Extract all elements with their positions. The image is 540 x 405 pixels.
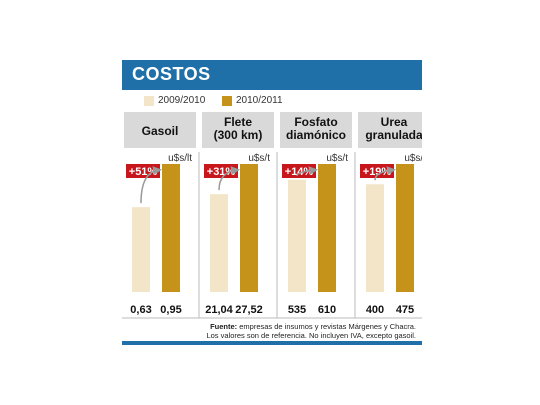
change-label-cat-2: +31% xyxy=(207,166,236,178)
change-badge-cat-2 xyxy=(204,164,238,178)
category-label-cat-4-line-2: granulada xyxy=(365,128,422,142)
source-label: Fuente: xyxy=(210,322,238,331)
chart-area: Gasoil u$s/lt +51% 0,63 0,95 Flete (300 km) u$s… xyxy=(122,112,430,345)
source-note: Los valores son de referencia. No incluy… xyxy=(206,331,416,340)
category-label-cat-2-line-2: (300 km) xyxy=(214,128,263,142)
bar-2009-2010-cat-1 xyxy=(132,207,150,292)
value-label-2009-2010-cat-1: 0,63 xyxy=(130,304,151,316)
unit-label-cat-4: u$s/t xyxy=(404,153,422,164)
value-label-2009-2010-cat-2: 21,04 xyxy=(205,304,233,316)
value-label-2009-2010-cat-3: 535 xyxy=(288,304,306,316)
increase-arrow-cat-1 xyxy=(140,166,162,204)
value-label-2010-2011-cat-3: 610 xyxy=(318,304,336,316)
change-label-cat-3: +14% xyxy=(285,166,314,178)
bar-2009-2010-cat-4 xyxy=(366,184,384,292)
chart-header: COSTOS xyxy=(122,60,422,90)
category-box-cat-4 xyxy=(358,112,430,148)
bar-2010-2011-cat-1 xyxy=(162,164,180,292)
category-label-cat-3-line-1: Fosfato xyxy=(294,115,337,129)
value-label-2010-2011-cat-2: 27,52 xyxy=(235,304,263,316)
increase-arrow-cat-2 xyxy=(218,166,240,191)
legend-label-2010-2011: 2010/2011 xyxy=(236,95,283,106)
increase-arrow-cat-3 xyxy=(296,166,318,176)
bar-2009-2010-cat-3 xyxy=(288,179,306,292)
increase-arrow-cat-4 xyxy=(374,166,396,181)
source-line: Fuente: empresas de insumos y revistas M… xyxy=(210,322,416,331)
category-label-cat-1-line-1: Gasoil xyxy=(142,124,179,138)
legend: 2009/2010 2010/2011 xyxy=(122,90,422,112)
category-box-cat-2 xyxy=(202,112,274,148)
change-label-cat-4: +19% xyxy=(363,166,392,178)
bar-2010-2011-cat-4 xyxy=(396,164,414,292)
legend-label-2009-2010: 2009/2010 xyxy=(158,95,206,106)
bar-2010-2011-cat-3 xyxy=(318,164,336,292)
category-box-cat-1 xyxy=(124,112,196,148)
change-badge-cat-1 xyxy=(126,164,160,178)
change-badge-cat-4 xyxy=(360,164,394,178)
change-label-cat-1: +51% xyxy=(129,166,158,178)
category-label-cat-3-line-2: diamónico xyxy=(286,128,346,142)
costs-card: COSTOS 2009/2010 2010/2011 Gasoil u$s/lt +… xyxy=(122,60,430,345)
value-label-2010-2011-cat-4: 475 xyxy=(396,304,414,316)
unit-label-cat-2: u$s/t xyxy=(248,153,270,164)
legend-swatch-2010-2011 xyxy=(222,96,232,106)
bar-chart: Gasoil u$s/lt +51% 0,63 0,95 Flete(300 km) u$s… xyxy=(122,112,430,319)
unit-label-cat-3: u$s/t xyxy=(326,153,348,164)
change-badge-cat-3 xyxy=(282,164,316,178)
value-label-2010-2011-cat-1: 0,95 xyxy=(160,304,181,316)
legend-swatch-2009-2010 xyxy=(144,96,154,106)
category-box-cat-3 xyxy=(280,112,352,148)
chart-title: COSTOS xyxy=(132,64,211,84)
value-label-2009-2010-cat-4: 400 xyxy=(366,304,384,316)
bar-2010-2011-cat-2 xyxy=(240,164,258,292)
bar-2009-2010-cat-2 xyxy=(210,194,228,292)
source-text: empresas de insumos y revistas Márgenes … xyxy=(239,322,416,331)
category-label-cat-2-line-1: Flete xyxy=(224,115,252,129)
category-label-cat-4-line-1: Urea xyxy=(381,115,408,129)
unit-label-cat-1: u$s/lt xyxy=(168,153,192,164)
footer-bar xyxy=(122,341,422,345)
